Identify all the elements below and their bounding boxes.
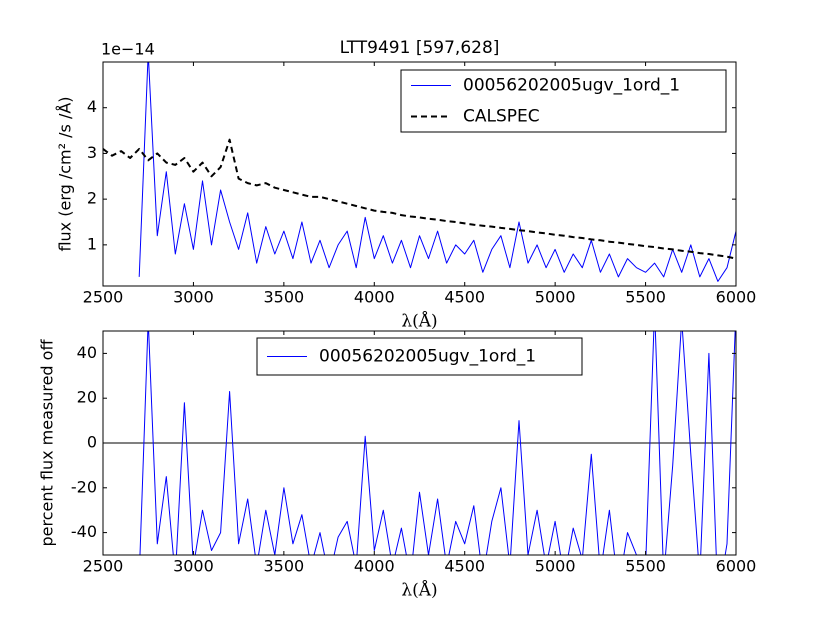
- x-tick-label: 6000: [716, 288, 757, 307]
- y-tick-label: 40: [77, 343, 97, 362]
- x-tick-label: 4000: [354, 557, 395, 576]
- data-line: [138, 62, 736, 282]
- legend-box: [256, 337, 583, 376]
- x-tick-label: 4000: [354, 288, 395, 307]
- y-tick-label: 3: [87, 143, 97, 162]
- x-tick-label: 3000: [173, 288, 214, 307]
- x-tick-label: 3500: [263, 288, 304, 307]
- y-tick-label: 0: [87, 433, 97, 452]
- x-axis-label: λ(Å): [401, 580, 437, 601]
- plot-area: [103, 62, 736, 282]
- y-tick-label: -40: [71, 522, 97, 541]
- legend-label: 00056202005ugv_1ord_1: [463, 76, 680, 96]
- x-tick-label: 3500: [263, 557, 304, 576]
- x-tick-label: 2500: [83, 557, 124, 576]
- x-tick-label: 6000: [716, 557, 757, 576]
- offset-label: 1e−14: [101, 40, 155, 59]
- y-tick-label: 4: [87, 97, 97, 116]
- x-tick-label: 5500: [625, 288, 666, 307]
- x-tick-label: 4500: [444, 288, 485, 307]
- plot-area: [103, 331, 736, 555]
- chart-title: LTT9491 [597,628]: [340, 38, 500, 58]
- x-tick-label: 5000: [535, 288, 576, 307]
- legend-box: [400, 69, 727, 133]
- x-tick-label: 5500: [625, 557, 666, 576]
- legend-label: CALSPEC: [463, 107, 540, 127]
- x-tick-label: 3000: [173, 557, 214, 576]
- x-tick-label: 2500: [83, 288, 124, 307]
- y-tick-label: 1: [87, 234, 97, 253]
- axes-frame: [102, 61, 737, 287]
- y-tick-label: -20: [71, 477, 97, 496]
- data-line: [103, 138, 736, 260]
- y-tick-label: 20: [77, 388, 97, 407]
- legend-label: 00056202005ugv_1ord_1: [319, 347, 536, 367]
- x-tick-label: 4500: [444, 557, 485, 576]
- x-axis-label: λ(Å): [401, 311, 437, 332]
- y-tick-label: 2: [87, 189, 97, 208]
- data-line: [139, 331, 736, 555]
- x-tick-label: 5000: [535, 557, 576, 576]
- y-axis-label: flux (erg /cm² /s /Å): [56, 96, 75, 251]
- y-axis-label: percent flux measured off: [38, 339, 57, 547]
